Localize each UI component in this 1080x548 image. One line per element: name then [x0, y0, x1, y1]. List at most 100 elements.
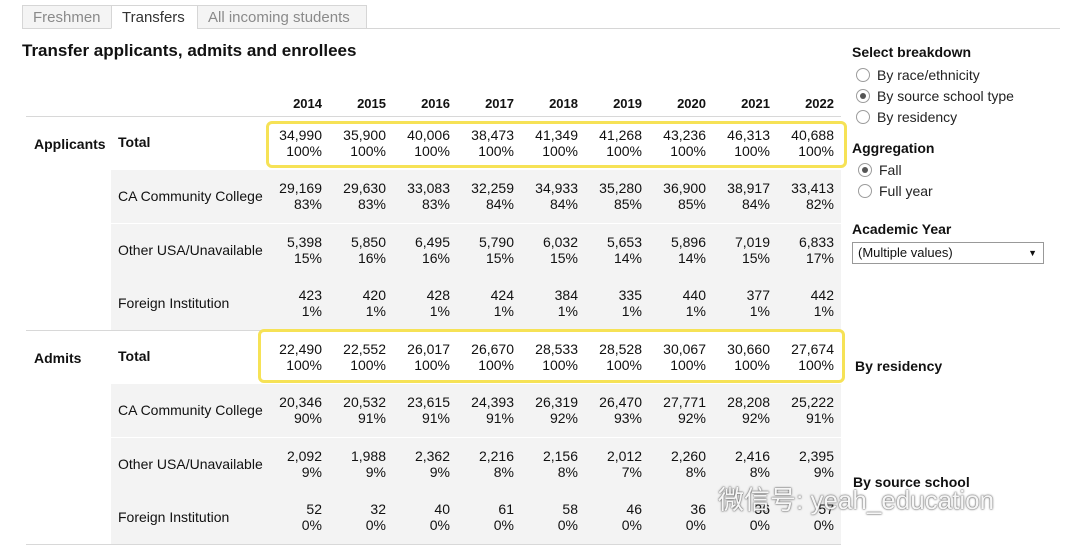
radio-fall[interactable]: Fall — [858, 162, 902, 178]
cell-count: 2,156 — [542, 448, 578, 464]
cell-percent: 1% — [749, 303, 770, 319]
table-cell: 22,490 100% — [258, 341, 322, 373]
cell-percent: 100% — [350, 357, 386, 373]
table-cell: 7,019 15% — [706, 234, 770, 266]
row-label: Other USA/Unavailable — [118, 456, 263, 472]
cell-percent: 16% — [421, 250, 450, 266]
cell-percent: 9% — [301, 464, 322, 480]
cell-count: 2,362 — [414, 448, 450, 464]
radio-by-source-school-type[interactable]: By source school type — [856, 88, 1014, 104]
academic-year-select[interactable]: (Multiple values) ▼ — [852, 242, 1044, 264]
tab-all-incoming-students[interactable]: All incoming students — [197, 5, 367, 29]
row-label: Total — [118, 134, 151, 150]
cell-percent: 100% — [478, 357, 514, 373]
radio-icon — [858, 184, 872, 198]
by-residency-annotation: By residency — [855, 358, 943, 374]
tab-bar: Freshmen Transfers All incoming students — [22, 5, 1060, 29]
table-cell: 2,260 8% — [642, 448, 706, 480]
table-cell: 2,416 8% — [706, 448, 770, 480]
cell-percent: 0% — [685, 517, 706, 533]
cell-count: 34,933 — [535, 180, 578, 196]
cell-percent: 83% — [357, 196, 386, 212]
cell-count: 32 — [370, 501, 386, 517]
cell-percent: 100% — [414, 357, 450, 373]
cell-percent: 100% — [798, 357, 834, 373]
cell-count: 5,398 — [286, 234, 322, 250]
table-cell: 442 1% — [770, 287, 834, 319]
table-cell: 27,674 100% — [770, 341, 834, 373]
radio-full-year[interactable]: Full year — [858, 183, 933, 199]
row-background — [111, 277, 841, 330]
table-cell: 6,833 17% — [770, 234, 834, 266]
table-cell: 33,413 82% — [770, 180, 834, 212]
cell-count: 420 — [362, 287, 386, 303]
cell-percent: 100% — [414, 143, 450, 159]
cell-count: 6,833 — [798, 234, 834, 250]
cell-count: 384 — [554, 287, 578, 303]
table-cell: 377 1% — [706, 287, 770, 319]
cell-percent: 92% — [677, 410, 706, 426]
radio-by-race-ethnicity[interactable]: By race/ethnicity — [856, 67, 980, 83]
year-header: 2020 — [677, 96, 706, 111]
table-cell: 28,208 92% — [706, 394, 770, 426]
cell-count: 2,012 — [606, 448, 642, 464]
radio-icon — [856, 110, 870, 124]
row-label: CA Community College — [118, 188, 263, 204]
cell-count: 29,169 — [279, 180, 322, 196]
table-cell: 20,346 90% — [258, 394, 322, 426]
table-cell: 40 0% — [386, 501, 450, 533]
cell-percent: 1% — [685, 303, 706, 319]
radio-by-residency[interactable]: By residency — [856, 109, 957, 125]
cell-count: 30,660 — [727, 341, 770, 357]
cell-count: 5,653 — [606, 234, 642, 250]
cell-count: 40,688 — [791, 127, 834, 143]
cell-count: 40,006 — [407, 127, 450, 143]
table-cell: 384 1% — [514, 287, 578, 319]
table-cell: 22,552 100% — [322, 341, 386, 373]
table-cell: 43,236 100% — [642, 127, 706, 159]
cell-percent: 100% — [606, 143, 642, 159]
tab-freshmen[interactable]: Freshmen — [22, 5, 112, 29]
cell-count: 41,349 — [535, 127, 578, 143]
cell-percent: 82% — [805, 196, 834, 212]
table-cell: 32,259 84% — [450, 180, 514, 212]
table-cell: 440 1% — [642, 287, 706, 319]
cell-count: 22,490 — [279, 341, 322, 357]
table-cell: 36 0% — [706, 501, 770, 533]
table-cell: 35,900 100% — [322, 127, 386, 159]
cell-count: 440 — [682, 287, 706, 303]
table-cell: 38,917 84% — [706, 180, 770, 212]
cell-count: 424 — [490, 287, 514, 303]
table-cell: 29,169 83% — [258, 180, 322, 212]
table-cell: 30,660 100% — [706, 341, 770, 373]
year-header: 2022 — [805, 96, 834, 111]
dropdown-arrow-icon: ▼ — [1028, 248, 1037, 258]
radio-label: Fall — [879, 162, 902, 178]
table-cell: 23,615 91% — [386, 394, 450, 426]
table-cell: 2,216 8% — [450, 448, 514, 480]
cell-percent: 8% — [685, 464, 706, 480]
table-cell: 2,362 9% — [386, 448, 450, 480]
table-cell: 26,470 93% — [578, 394, 642, 426]
tab-transfers[interactable]: Transfers — [111, 5, 198, 29]
table-cell: 28,528 100% — [578, 341, 642, 373]
table-cell: 5,398 15% — [258, 234, 322, 266]
cell-count: 32,259 — [471, 180, 514, 196]
table-cell: 40,006 100% — [386, 127, 450, 159]
table-cell: 57 0% — [770, 501, 834, 533]
cell-count: 2,260 — [670, 448, 706, 464]
year-header: 2015 — [357, 96, 386, 111]
cell-percent: 1% — [493, 303, 514, 319]
cell-percent: 15% — [741, 250, 770, 266]
highlight-box-admits-total — [258, 329, 845, 383]
cell-percent: 91% — [357, 410, 386, 426]
cell-count: 35,900 — [343, 127, 386, 143]
cell-percent: 100% — [670, 143, 706, 159]
watermark: 微信号: yeah_education — [718, 485, 995, 515]
radio-label: By race/ethnicity — [877, 67, 980, 83]
cell-count: 33,083 — [407, 180, 450, 196]
aggregation-heading: Aggregation — [852, 140, 935, 156]
group-divider — [26, 544, 841, 545]
radio-label: By residency — [877, 109, 958, 125]
highlight-box-applicants-total — [266, 121, 847, 168]
